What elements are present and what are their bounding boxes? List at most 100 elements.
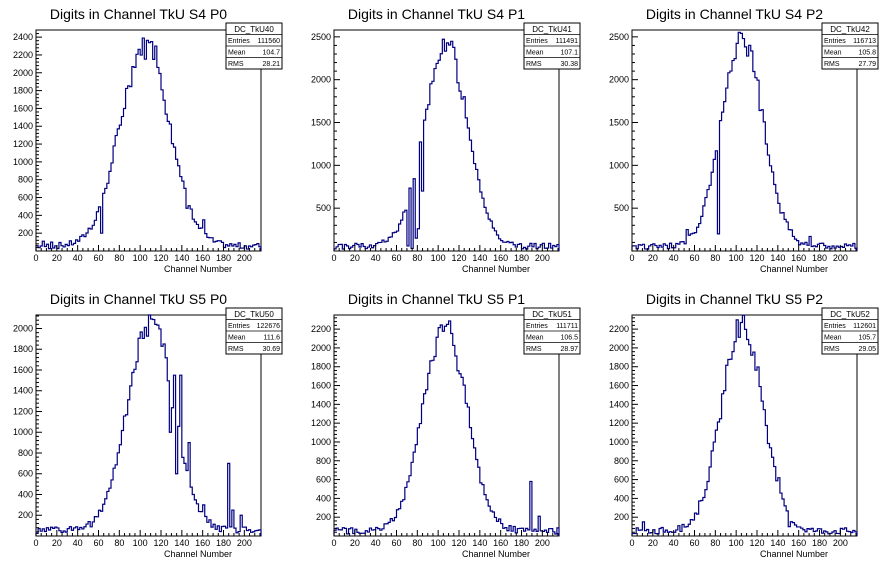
x-tick-label: 20 <box>350 253 360 263</box>
y-tick-label: 1400 <box>311 399 331 409</box>
x-tick-label: 160 <box>791 538 806 548</box>
x-tick-label: 160 <box>493 538 508 548</box>
stats-box: DC_TkU52 Entries 112601 Mean 105.7 RMS 29.05 <box>821 307 879 355</box>
y-tick-label: 1600 <box>13 103 33 113</box>
histogram-panel-1: Digits in Channel TkU S4 P1 0 20 40 60 80 100 1… <box>311 6 581 274</box>
x-tick-label: 100 <box>133 538 148 548</box>
stats-name: DC_TkU52 <box>830 310 870 319</box>
y-tick-label: 2200 <box>311 324 331 334</box>
x-tick-label: 20 <box>648 253 658 263</box>
x-tick-label: 180 <box>514 253 529 263</box>
x-tick-label: 200 <box>237 538 252 548</box>
histogram-line <box>333 38 560 251</box>
histogram-panel-2: Digits in Channel TkU S4 P2 0 20 40 60 80 100 1… <box>609 6 879 274</box>
x-tick-label: 160 <box>195 253 210 263</box>
x-tick-label: 100 <box>133 253 148 263</box>
panel-title: Digits in Channel TkU S5 P0 <box>50 291 227 307</box>
y-tick-label: 1200 <box>609 418 629 428</box>
histogram-line <box>631 314 858 536</box>
x-tick-label: 180 <box>216 538 231 548</box>
y-tick-label: 200 <box>316 512 331 522</box>
x-tick-label: 20 <box>648 538 658 548</box>
stats-name: DC_TkU50 <box>234 310 274 319</box>
stats-label: RMS <box>824 346 840 353</box>
stats-value: 28.97 <box>560 346 578 353</box>
x-tick-label: 120 <box>153 538 168 548</box>
x-tick-label: 0 <box>629 253 634 263</box>
y-tick-label: 500 <box>316 203 331 213</box>
stats-value: 111560 <box>258 38 280 45</box>
x-tick-label: 60 <box>391 253 401 263</box>
x-tick-label: 120 <box>451 538 466 548</box>
y-tick-label: 1600 <box>609 381 629 391</box>
stats-label: RMS <box>526 346 542 353</box>
y-tick-label: 2000 <box>609 343 629 353</box>
x-tick-label: 80 <box>114 253 124 263</box>
x-tick-label: 140 <box>472 253 487 263</box>
y-tick-label: 1000 <box>13 427 33 437</box>
y-tick-label: 400 <box>18 489 33 499</box>
y-tick-label: 2000 <box>609 75 629 85</box>
x-tick-label: 140 <box>174 538 189 548</box>
stats-value: 106.5 <box>560 335 578 342</box>
x-tick-label: 40 <box>371 253 381 263</box>
stats-label: Mean <box>824 335 842 342</box>
x-tick-label: 180 <box>812 253 827 263</box>
stats-value: 111491 <box>556 38 578 45</box>
y-tick-label: 2000 <box>311 343 331 353</box>
y-tick-label: 2500 <box>311 32 331 42</box>
plot-frame <box>631 29 858 252</box>
x-tick-label: 80 <box>114 538 124 548</box>
histogram-panel-5: Digits in Channel TkU S5 P2 0 20 40 60 80 100 1… <box>609 291 879 559</box>
x-tick-label: 60 <box>689 253 699 263</box>
x-tick-label: 40 <box>73 538 83 548</box>
x-tick-label: 180 <box>812 538 827 548</box>
x-tick-label: 200 <box>833 538 848 548</box>
stats-value: 30.69 <box>262 346 280 353</box>
panel-title: Digits in Channel TkU S4 P1 <box>348 6 525 22</box>
y-tick-label: 2500 <box>609 32 629 42</box>
stats-value: 30.38 <box>560 61 578 68</box>
x-tick-label: 0 <box>33 253 38 263</box>
y-tick-label: 1400 <box>13 121 33 131</box>
x-tick-label: 180 <box>514 538 529 548</box>
stats-box: DC_TkU51 Entries 111711 Mean 106.5 RMS 28.97 <box>523 307 581 355</box>
x-tick-label: 140 <box>174 253 189 263</box>
x-axis-label: Channel Number <box>462 549 530 559</box>
y-tick-label: 800 <box>18 448 33 458</box>
stats-box: DC_TkU50 Entries 122676 Mean 111.6 RMS 30.69 <box>225 307 283 355</box>
stats-value: 122676 <box>257 323 280 330</box>
x-tick-label: 20 <box>350 538 360 548</box>
panel-title: Digits in Channel TkU S5 P2 <box>646 291 823 307</box>
histogram-panel-3: Digits in Channel TkU S5 P0 0 20 40 60 80 100 1… <box>13 291 283 559</box>
stats-value: 104.7 <box>262 50 280 57</box>
x-tick-label: 0 <box>331 538 336 548</box>
x-tick-label: 40 <box>669 253 679 263</box>
y-tick-label: 2200 <box>13 50 33 60</box>
y-tick-label: 1200 <box>13 139 33 149</box>
stats-label: RMS <box>526 61 542 68</box>
x-tick-label: 120 <box>153 253 168 263</box>
stats-label: Entries <box>228 38 250 45</box>
stats-value: 111711 <box>556 323 578 330</box>
y-tick-label: 600 <box>18 193 33 203</box>
y-tick-label: 400 <box>614 493 629 503</box>
stats-box: DC_TkU41 Entries 111491 Mean 107.1 RMS 30.38 <box>523 22 581 70</box>
x-tick-label: 200 <box>535 538 550 548</box>
x-tick-label: 140 <box>472 538 487 548</box>
y-tick-label: 1000 <box>609 160 629 170</box>
panel-title: Digits in Channel TkU S5 P1 <box>348 291 525 307</box>
stats-label: Mean <box>228 335 246 342</box>
histogram-panel-0: Digits in Channel TkU S4 P0 0 20 40 60 80 100 1… <box>13 6 283 274</box>
x-tick-label: 80 <box>710 253 720 263</box>
histogram-line <box>631 31 858 251</box>
x-tick-label: 20 <box>52 538 62 548</box>
y-tick-label: 200 <box>18 228 33 238</box>
y-tick-label: 1400 <box>609 399 629 409</box>
y-tick-label: 2200 <box>609 324 629 334</box>
y-tick-label: 1800 <box>13 86 33 96</box>
x-tick-label: 60 <box>391 538 401 548</box>
x-tick-label: 0 <box>33 538 38 548</box>
x-tick-label: 20 <box>52 253 62 263</box>
